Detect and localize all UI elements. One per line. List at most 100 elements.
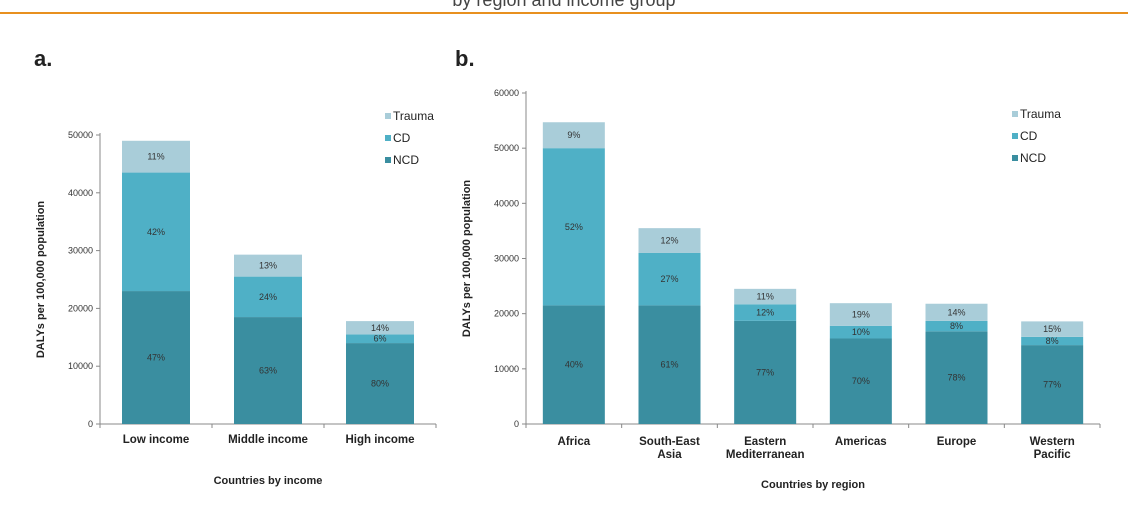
data-label-cd: 8% bbox=[1046, 336, 1059, 346]
data-label-trauma: 19% bbox=[852, 309, 870, 319]
data-label-trauma: 13% bbox=[259, 261, 277, 271]
bar-segment-cd bbox=[122, 172, 190, 292]
bar-segment-trauma bbox=[346, 321, 414, 335]
x-category-label-line: Western bbox=[1030, 436, 1075, 448]
bar-segment-trauma bbox=[1021, 321, 1084, 337]
bar-segment-cd bbox=[829, 325, 892, 339]
bar-segment-trauma bbox=[734, 288, 797, 305]
data-label-trauma: 11% bbox=[147, 152, 164, 162]
bar-segment-trauma bbox=[122, 140, 190, 173]
y-tick-label: 30000 bbox=[68, 246, 93, 256]
data-label-cd: 8% bbox=[950, 321, 963, 331]
legend-label-trauma: Trauma bbox=[1020, 107, 1061, 121]
bar-segment-trauma bbox=[638, 228, 701, 253]
data-label-cd: 52% bbox=[565, 222, 583, 232]
x-category-label-line: Eastern bbox=[744, 436, 786, 448]
data-label-trauma: 11% bbox=[756, 292, 773, 302]
data-label-ncd: 70% bbox=[852, 376, 870, 386]
legend-label-ncd: NCD bbox=[393, 153, 419, 167]
bar-segment-cd bbox=[638, 252, 701, 306]
x-category-label: Europe bbox=[937, 436, 977, 448]
bar-segment-ncd bbox=[1021, 345, 1084, 424]
panel-label: a. bbox=[34, 46, 52, 71]
x-category-label: South-East Asia bbox=[639, 436, 700, 461]
bar-segment-ncd bbox=[734, 320, 797, 424]
y-axis-title: DALYs per 100,000 population bbox=[35, 201, 47, 359]
data-label-cd: 27% bbox=[660, 274, 678, 284]
bar-segment-cd bbox=[542, 148, 605, 306]
panel-label: b. bbox=[455, 46, 475, 71]
y-tick-label: 20000 bbox=[494, 309, 519, 319]
bar-segment-ncd bbox=[542, 305, 605, 424]
x-category-label: Africa bbox=[558, 436, 591, 448]
y-tick-label: 40000 bbox=[68, 188, 93, 198]
legend-label-trauma: Trauma bbox=[393, 109, 434, 123]
data-label-trauma: 9% bbox=[567, 130, 580, 140]
bar-segment-cd bbox=[234, 276, 302, 318]
y-tick-label: 40000 bbox=[494, 198, 519, 208]
x-category-label-line: Africa bbox=[558, 436, 591, 448]
y-tick-label: 50000 bbox=[494, 143, 519, 153]
header-rule bbox=[0, 12, 1128, 14]
x-category-label: Eastern Mediterranean bbox=[726, 436, 805, 461]
x-category-label-line: Pacific bbox=[1034, 449, 1072, 461]
x-axis-title: Countries by region bbox=[761, 479, 865, 491]
bar-segment-cd bbox=[734, 304, 797, 321]
x-category-label: Western Pacific bbox=[1030, 436, 1075, 461]
data-label-trauma: 12% bbox=[660, 236, 678, 246]
y-tick-label: 20000 bbox=[68, 303, 93, 313]
y-tick-label: 10000 bbox=[494, 364, 519, 374]
y-tick-label: 0 bbox=[88, 419, 93, 429]
x-category-label-line: South-East bbox=[639, 436, 700, 448]
bar-segment-trauma bbox=[234, 254, 302, 277]
y-tick-label: 0 bbox=[514, 419, 519, 429]
data-label-trauma: 14% bbox=[371, 323, 389, 333]
bar-segment-cd bbox=[925, 320, 988, 332]
data-label-cd: 10% bbox=[852, 327, 870, 337]
data-label-ncd: 61% bbox=[660, 360, 678, 370]
y-tick-label: 10000 bbox=[68, 361, 93, 371]
bar-segment-ncd bbox=[829, 338, 892, 424]
data-label-ncd: 63% bbox=[259, 366, 277, 376]
data-label-ncd: 77% bbox=[756, 367, 774, 377]
data-label-ncd: 40% bbox=[565, 360, 583, 370]
data-label-trauma: 15% bbox=[1043, 324, 1061, 334]
x-category-label-line: High income bbox=[345, 434, 414, 446]
data-label-cd: 42% bbox=[147, 227, 165, 237]
data-label-ncd: 80% bbox=[371, 379, 389, 389]
legend-swatch-cd bbox=[1012, 133, 1018, 139]
bar-segment-cd bbox=[1021, 336, 1084, 346]
top-caption: by region and income group bbox=[452, 0, 676, 10]
legend-swatch-ncd bbox=[1012, 155, 1018, 161]
x-category-label: Middle income bbox=[228, 434, 308, 446]
data-label-ncd: 47% bbox=[147, 353, 165, 363]
x-category-label: High income bbox=[345, 434, 414, 446]
legend-swatch-trauma bbox=[385, 113, 391, 119]
legend-swatch-cd bbox=[385, 135, 391, 141]
bar-segment-ncd bbox=[638, 305, 701, 424]
x-category-label-line: Middle income bbox=[228, 434, 308, 446]
bar-segment-trauma bbox=[829, 303, 892, 326]
x-category-label-line: Asia bbox=[657, 449, 682, 461]
legend-swatch-trauma bbox=[1012, 111, 1018, 117]
legend-swatch-ncd bbox=[385, 157, 391, 163]
data-label-ncd: 77% bbox=[1043, 380, 1061, 390]
bar-segment-trauma bbox=[542, 122, 605, 149]
bar-segment-ncd bbox=[925, 331, 988, 424]
y-axis-title: DALYs per 100,000 population bbox=[461, 180, 473, 338]
bar-segment-ncd bbox=[346, 343, 414, 424]
data-label-cd: 12% bbox=[756, 308, 774, 318]
data-label-cd: 6% bbox=[373, 334, 386, 344]
x-category-label-line: Mediterranean bbox=[726, 449, 805, 461]
bar-segment-cd bbox=[346, 334, 414, 344]
data-label-ncd: 78% bbox=[947, 373, 965, 383]
legend-label-cd: CD bbox=[393, 131, 411, 145]
y-tick-label: 60000 bbox=[494, 88, 519, 98]
legend-label-ncd: NCD bbox=[1020, 151, 1046, 165]
y-tick-label: 30000 bbox=[494, 254, 519, 264]
bar-segment-ncd bbox=[122, 291, 190, 424]
x-category-label-line: Low income bbox=[123, 434, 189, 446]
bar-segment-trauma bbox=[925, 303, 988, 321]
x-category-label: Americas bbox=[835, 436, 887, 448]
